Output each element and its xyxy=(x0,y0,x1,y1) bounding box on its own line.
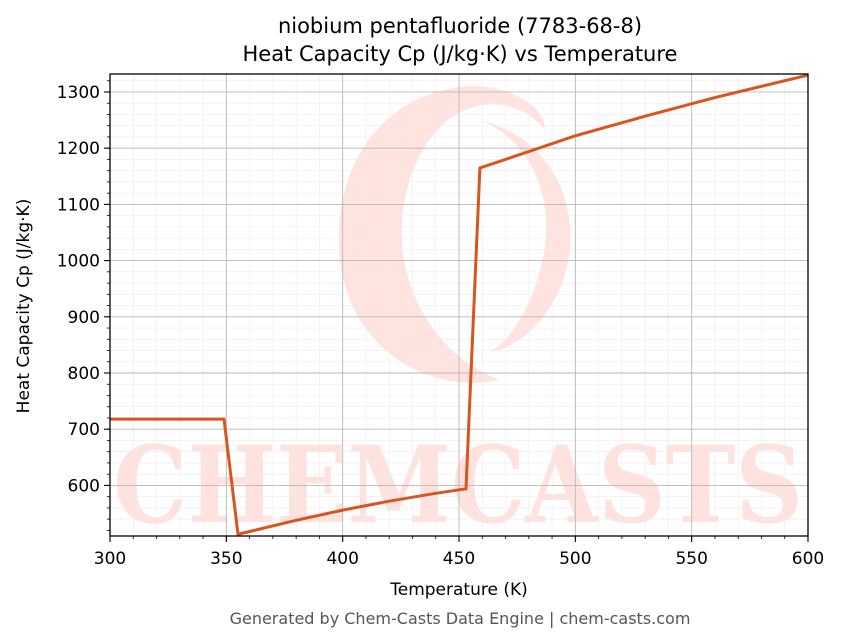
x-tick-label: 450 xyxy=(443,549,475,569)
x-axis-label: Temperature (K) xyxy=(389,580,528,600)
y-tick-label: 1300 xyxy=(57,83,100,103)
y-tick-label: 1000 xyxy=(57,252,100,272)
watermark-logo-accent xyxy=(480,120,571,352)
x-tick-label: 500 xyxy=(559,549,591,569)
y-tick-label: 800 xyxy=(68,364,100,384)
chart-title: niobium pentafluoride (7783-68-8) xyxy=(278,14,642,38)
x-tick-label: 350 xyxy=(210,549,242,569)
x-tick-label: 550 xyxy=(675,549,707,569)
axis-ticks xyxy=(104,80,809,542)
x-tick-label: 600 xyxy=(792,549,824,569)
y-tick-label: 1100 xyxy=(57,195,100,215)
tick-labels: 300 350 400 450 500 550 600 600 700 800 900 1000 110… xyxy=(57,83,824,569)
chart-subtitle: Heat Capacity Cp (J/kg·K) vs Temperature xyxy=(243,42,678,66)
x-tick-label: 400 xyxy=(326,549,358,569)
y-tick-label: 700 xyxy=(68,420,100,440)
y-tick-label: 1200 xyxy=(57,139,100,159)
y-tick-label: 600 xyxy=(68,476,100,496)
y-axis-label: Heat Capacity Cp (J/kg·K) xyxy=(14,199,34,414)
x-tick-label: 300 xyxy=(94,549,126,569)
watermark: CHEMCASTS xyxy=(113,86,803,536)
footer-credit: Generated by Chem-Casts Data Engine | ch… xyxy=(230,609,691,628)
series-layer xyxy=(110,74,808,536)
y-tick-label: 900 xyxy=(68,308,100,328)
watermark-logo xyxy=(338,86,545,383)
series-line-0 xyxy=(110,74,808,536)
